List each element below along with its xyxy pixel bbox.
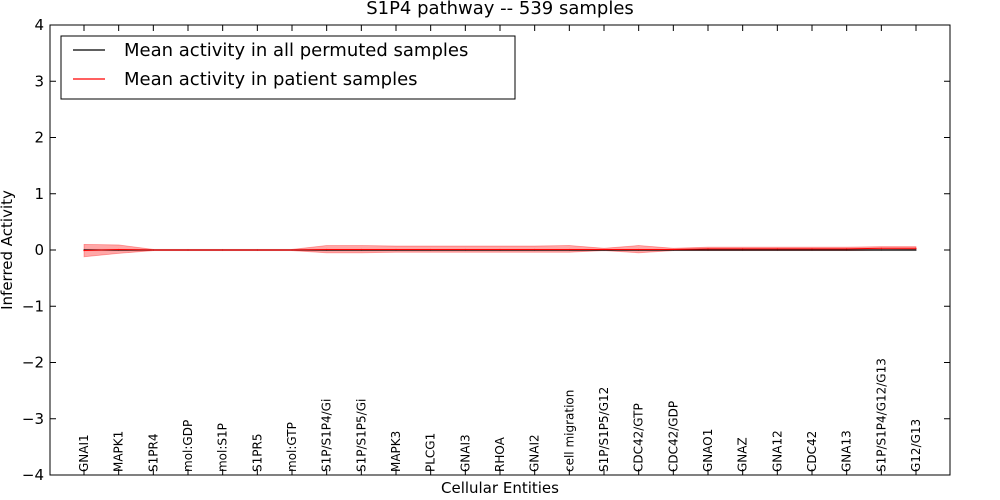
point-series-0 xyxy=(846,249,848,251)
x-axis-label: Cellular Entities xyxy=(441,479,559,497)
y-tick-label: −3 xyxy=(22,410,44,428)
x-tick-label: S1P/S1P5/Gi xyxy=(354,399,368,472)
x-tick-label: PLCG1 xyxy=(424,433,438,472)
x-tick-label: mol:GDP xyxy=(181,420,195,472)
x-tick-label: CDC42/GDP xyxy=(666,401,680,472)
x-tick-label: RHOA xyxy=(493,436,507,472)
point-series-1 xyxy=(672,248,674,251)
x-tick-label: GNAI2 xyxy=(528,434,542,472)
point-series-1 xyxy=(707,248,709,250)
point-series-1 xyxy=(568,248,570,251)
x-tick-label: S1P/S1P4/Gi xyxy=(320,399,334,472)
x-tick-label: CDC42 xyxy=(805,431,819,472)
point-series-1 xyxy=(638,248,640,251)
x-tick-label: S1PR4 xyxy=(146,434,160,472)
x-tick-label: cell migration xyxy=(562,390,576,472)
x-tick-label: GNA13 xyxy=(840,430,854,472)
y-tick-label: 2 xyxy=(34,129,44,147)
point-series-1 xyxy=(256,249,258,251)
x-axis: GNAI1 MAPK1 S1PR4 mol:GDP mol:S1P S1PR5 mol:GT… xyxy=(77,25,923,475)
x-tick-label: G12/G13 xyxy=(909,419,923,472)
x-tick-label: GNAI1 xyxy=(77,434,91,472)
point-series-1 xyxy=(915,247,917,249)
y-tick-label: −2 xyxy=(22,354,44,372)
x-tick-label: GNAO1 xyxy=(701,429,715,472)
x-tick-label: GNAZ xyxy=(736,437,750,472)
legend-box xyxy=(60,35,516,100)
point-series-1 xyxy=(811,248,813,250)
point-series-1 xyxy=(395,248,397,251)
point-series-1 xyxy=(430,248,432,251)
x-tick-label: GNAI3 xyxy=(458,434,472,472)
x-tick-label: S1PR5 xyxy=(250,434,264,472)
point-series-1 xyxy=(603,248,605,251)
y-tick-label: 1 xyxy=(34,185,44,203)
point-series-1 xyxy=(880,247,882,249)
y-tick-label: 3 xyxy=(34,72,44,90)
x-tick-label: MAPK3 xyxy=(389,431,403,472)
point-series-1 xyxy=(118,248,120,251)
point-series-0 xyxy=(707,249,709,251)
point-series-1 xyxy=(83,249,85,252)
legend-entry-patient: Mean activity in patient samples xyxy=(124,69,418,90)
x-tick-label: mol:GTP xyxy=(285,422,299,472)
y-tick-label: 0 xyxy=(34,241,44,259)
x-tick-label: CDC42/GTP xyxy=(632,403,646,472)
point-series-1 xyxy=(152,249,154,251)
y-tick-label: −4 xyxy=(22,466,44,484)
point-series-1 xyxy=(499,248,501,251)
legend: Mean activity in all permuted samples Me… xyxy=(60,35,516,100)
point-series-0 xyxy=(915,249,917,251)
point-series-0 xyxy=(880,249,882,251)
x-tick-label: GNA12 xyxy=(770,430,784,472)
point-series-1 xyxy=(187,249,189,251)
x-tick-label: MAPK1 xyxy=(112,431,126,472)
legend-entry-permuted: Mean activity in all permuted samples xyxy=(124,40,468,61)
point-series-1 xyxy=(326,248,328,251)
chart-title: S1P4 pathway -- 539 samples xyxy=(366,0,634,19)
x-tick-label: mol:S1P xyxy=(216,423,230,472)
point-series-1 xyxy=(776,248,778,250)
x-tick-label: S1P/S1P5/G12 xyxy=(597,387,611,472)
point-series-0 xyxy=(742,249,744,251)
y-tick-label: −1 xyxy=(22,297,44,315)
point-series-1 xyxy=(534,248,536,251)
point-series-1 xyxy=(222,249,224,251)
point-series-1 xyxy=(360,248,362,251)
point-series-1 xyxy=(846,248,848,250)
point-series-0 xyxy=(776,249,778,251)
series-lines xyxy=(83,247,917,252)
x-tick-label: S1P/S1P4/G12/G13 xyxy=(874,358,888,472)
y-axis-label: Inferred Activity xyxy=(0,190,16,310)
point-series-1 xyxy=(464,248,466,251)
y-tick-label: 4 xyxy=(34,16,44,34)
point-series-1 xyxy=(291,249,293,251)
y-axis: 4 3 2 1 0 −1 −2 −3 −4 xyxy=(22,16,950,484)
point-series-0 xyxy=(811,249,813,251)
point-series-1 xyxy=(742,248,744,250)
